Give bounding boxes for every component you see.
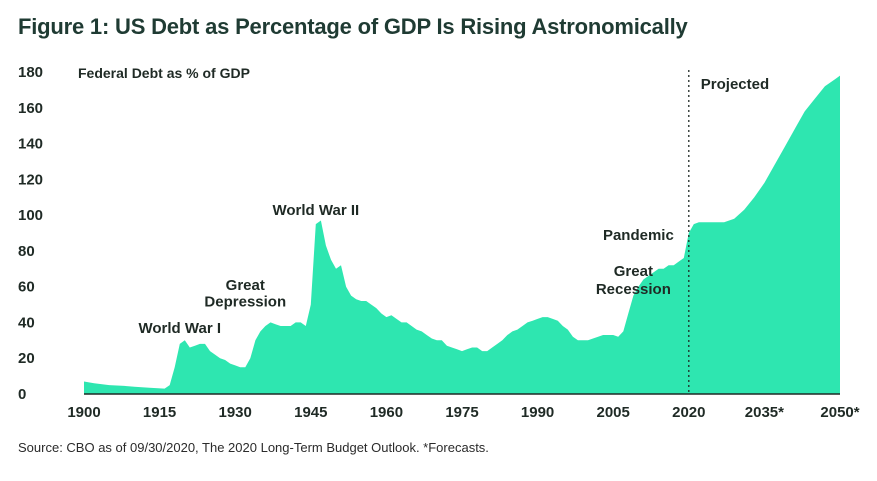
projected-label: Projected <box>701 76 769 93</box>
x-tick-label: 2050* <box>820 404 859 421</box>
x-tick-label: 1960 <box>370 404 403 421</box>
event-annotation: World War II <box>273 202 360 219</box>
x-tick-label: 1945 <box>294 404 327 421</box>
event-annotation: Great <box>226 277 265 294</box>
y-tick-label: 160 <box>18 100 43 117</box>
event-annotation: Pandemic <box>603 227 674 244</box>
x-tick-label: 1990 <box>521 404 554 421</box>
event-annotation: World War I <box>139 320 222 337</box>
chart-title: Figure 1: US Debt as Percentage of GDP I… <box>18 14 688 39</box>
y-tick-label: 20 <box>18 350 35 367</box>
y-tick-label: 100 <box>18 207 43 224</box>
event-annotation: Depression <box>204 293 286 310</box>
event-annotation: Recession <box>596 281 671 298</box>
x-tick-label: 1975 <box>445 404 478 421</box>
y-tick-label: 60 <box>18 279 35 296</box>
y-tick-label: 80 <box>18 243 35 260</box>
x-tick-label: 2020 <box>672 404 705 421</box>
y-tick-label: 0 <box>18 386 26 403</box>
y-tick-label: 120 <box>18 171 43 188</box>
y-axis-label: Federal Debt as % of GDP <box>78 65 250 81</box>
y-tick-label: 40 <box>18 314 35 331</box>
x-tick-label: 2005 <box>597 404 630 421</box>
event-annotation: Great <box>614 263 653 280</box>
x-axis-ticks: 1900 1915 1930 1945 1960 1975 1990 2005 2020 2035… <box>67 404 859 421</box>
source-note: Source: CBO as of 09/30/2020, The 2020 L… <box>18 440 489 455</box>
x-tick-label: 1915 <box>143 404 176 421</box>
y-tick-label: 140 <box>18 136 43 153</box>
y-tick-label: 180 <box>18 64 43 81</box>
debt-area-series <box>84 75 840 394</box>
y-axis-ticks: 0 20 40 60 80 100 120 140 160 180 <box>18 64 43 403</box>
x-tick-label: 2035* <box>745 404 784 421</box>
x-tick-label: 1900 <box>67 404 100 421</box>
x-tick-label: 1930 <box>219 404 252 421</box>
